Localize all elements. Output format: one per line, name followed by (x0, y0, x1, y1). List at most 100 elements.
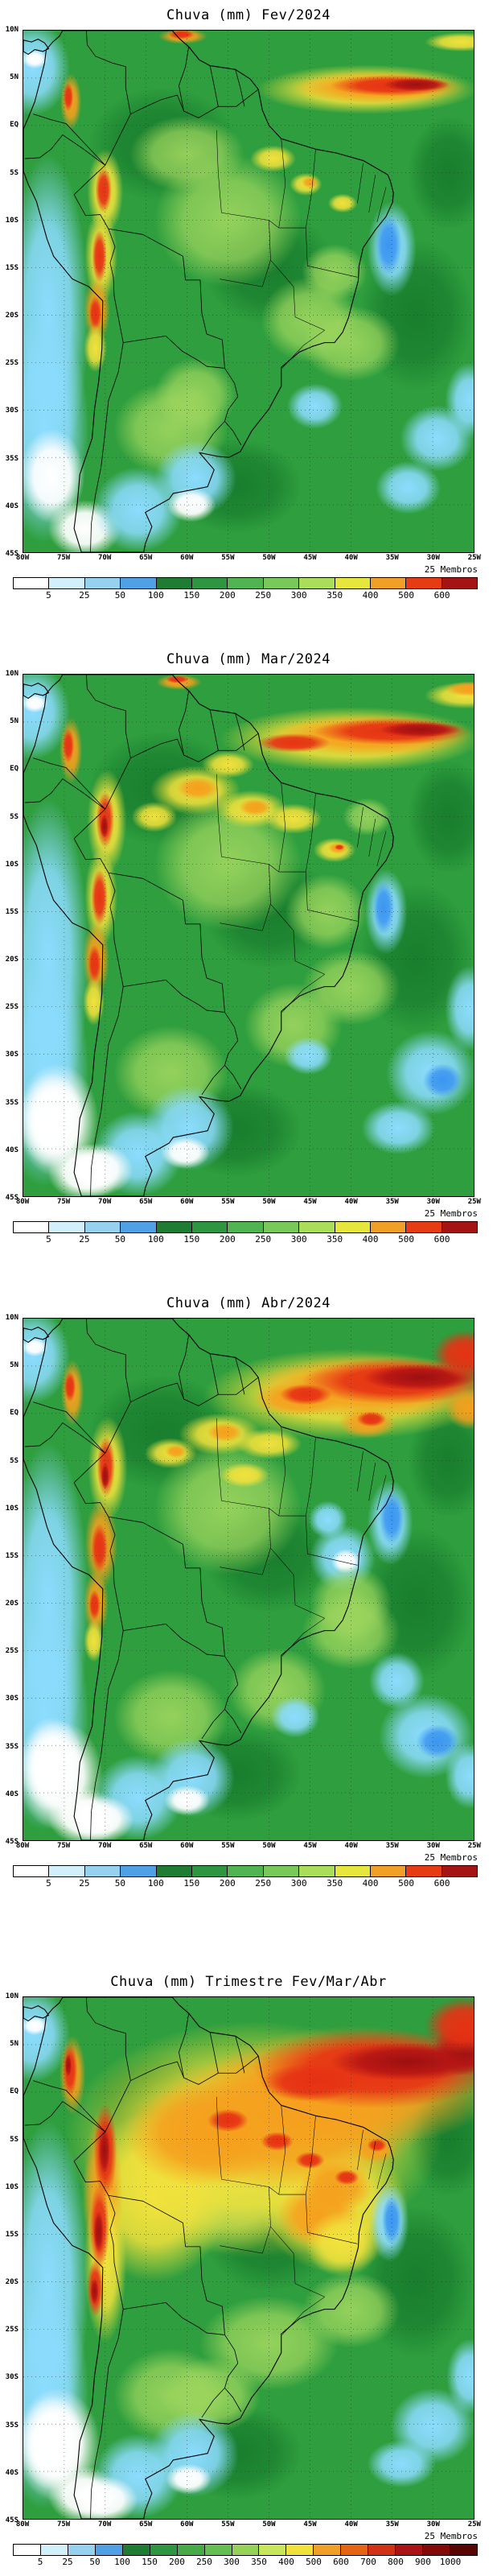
lat-label: 5N (10, 73, 18, 82)
lon-label: 50W (262, 554, 276, 562)
colorbar-segment (334, 1866, 370, 1876)
colorbar-segment (39, 2545, 68, 2555)
lat-label: 5N (10, 717, 18, 726)
lon-axis: 80W 75W 70W 65W 60W 55W 50W 45W 40W 35W 30W 25W (13, 1197, 484, 1208)
lon-label: 30W (426, 554, 440, 562)
lat-label: 5N (10, 2040, 18, 2049)
colorbar-tick-label: 350 (251, 2557, 267, 2567)
lon-label: 30W (426, 2520, 440, 2529)
colorbar-segment (121, 2545, 150, 2555)
colorbar-segment (84, 1866, 121, 1876)
lat-label: 15S (5, 907, 18, 916)
colorbar-segment (340, 2545, 368, 2555)
colorbar-tick-label: 500 (398, 590, 414, 601)
colorbar-tick-label: 300 (224, 2557, 240, 2567)
colorbar-segment (441, 1222, 478, 1232)
colorbar-tick-label: 5 (46, 1234, 51, 1245)
colorbar-tick-label: 400 (362, 1234, 379, 1245)
colorbar-scale: 5 25 50 100 150 200 250 300 350 400 500 600 (13, 1233, 478, 1246)
lon-label: 75W (56, 1198, 71, 1206)
lat-label: EQ (10, 121, 18, 130)
colorbar-tick-label: 50 (114, 1878, 125, 1889)
colorbar-tick-label: 500 (398, 1234, 414, 1245)
colorbar-tick-label: 300 (290, 590, 307, 601)
lon-label: 80W (15, 1198, 30, 1206)
lon-label: 70W (98, 2520, 112, 2529)
colorbar-segment (405, 1222, 442, 1232)
colorbar-segment (369, 1866, 406, 1876)
colorbar-segment (176, 2545, 204, 2555)
lon-label: 45W (303, 1842, 317, 1850)
lon-label: 25W (467, 554, 481, 562)
colorbar-segment (191, 578, 228, 588)
lon-label: 70W (98, 1198, 112, 1206)
panel-title: Chuva (mm) Trimestre Fev/Mar/Abr (110, 1974, 387, 1990)
colorbar-tick-label: 250 (255, 1234, 272, 1245)
colorbar-segment (298, 578, 335, 588)
lon-label: 65W (139, 1842, 153, 1850)
colorbar-segment (405, 1866, 442, 1876)
lat-label: 15S (5, 1551, 18, 1560)
colorbar (13, 577, 478, 589)
colorbar-tick-label: 400 (362, 590, 379, 601)
lat-label: 15S (5, 263, 18, 272)
colorbar-tick-label: 150 (183, 1878, 200, 1889)
colorbar-segment (120, 1866, 156, 1876)
colorbar-tick-label: 50 (114, 590, 125, 601)
colorbar-scale: 5 25 50 100 150 200 250 300 350 400 500 600 (13, 589, 478, 602)
colorbar-segment (48, 578, 84, 588)
colorbar-segment (369, 578, 406, 588)
colorbar-segment (262, 1222, 299, 1232)
lon-label: 80W (15, 2520, 30, 2529)
colorbar-tick-label: 500 (398, 1878, 414, 1889)
colorbar-scale: 5 25 50 100 150 200 250 300 350 400 500 600 700 800 90… (13, 2556, 478, 2569)
colorbar-segment (14, 2545, 40, 2555)
lon-label: 55W (221, 1198, 235, 1206)
colorbar-tick-label: 250 (255, 590, 272, 601)
colorbar-segment (405, 578, 442, 588)
panel-fev-2024: Chuva (mm) Fev/2024 (0, 0, 497, 644)
lat-label: 30S (5, 1051, 18, 1059)
lon-label: 30W (426, 1842, 440, 1850)
members-label: 25 Membros (424, 564, 478, 575)
colorbar-tick-label: 150 (183, 590, 200, 601)
colorbar-segment (334, 1222, 370, 1232)
colorbar-tick-label: 600 (333, 2557, 349, 2567)
lat-label: 40S (5, 1790, 18, 1798)
lat-label: 20S (5, 2278, 18, 2287)
colorbar-segment (262, 578, 299, 588)
colorbar-tick-label: 600 (433, 590, 450, 601)
colorbar-segment (67, 2545, 95, 2555)
lat-axis: 10N 5N EQ 5S 10S 15S 20S 25S 30S 35S 40S 45S (1, 26, 21, 558)
colorbar-tick-label: 150 (142, 2557, 158, 2567)
colorbar-segment (120, 578, 156, 588)
lon-axis: 80W 75W 70W 65W 60W 55W 50W 45W 40W 35W 30W 25W (13, 2520, 484, 2530)
colorbar-tick-label: 600 (433, 1234, 450, 1245)
lat-label: 5S (10, 1456, 18, 1465)
precip-map-trimestre (23, 1997, 474, 2519)
lat-label: 15S (5, 2230, 18, 2239)
colorbar-tick-label: 150 (183, 1234, 200, 1245)
lat-label: 25S (5, 2326, 18, 2334)
panel-title: Chuva (mm) Mar/2024 (166, 651, 331, 667)
lat-label: 30S (5, 2373, 18, 2382)
colorbar-segment (395, 2545, 423, 2555)
lat-label: 10S (5, 216, 18, 225)
members-label: 25 Membros (424, 1852, 478, 1863)
lon-label: 45W (303, 554, 317, 562)
colorbar-tick-label: 50 (89, 2557, 101, 2567)
precip-map-fev (23, 31, 474, 552)
lon-label: 50W (262, 1842, 276, 1850)
colorbar-tick-label: 5 (46, 1878, 51, 1889)
lon-label: 55W (221, 2520, 235, 2529)
precip-field-trimestre (23, 1997, 474, 2519)
colorbar-segment (14, 1866, 49, 1876)
lat-label: 20S (5, 312, 18, 320)
colorbar-tick-label: 200 (219, 1878, 236, 1889)
lon-label: 25W (467, 2520, 481, 2529)
lon-label: 65W (139, 2520, 153, 2529)
lon-label: 60W (180, 554, 194, 562)
colorbar-tick-label: 1000 (439, 2557, 462, 2567)
lon-label: 60W (180, 2520, 194, 2529)
lat-label: 5S (10, 2135, 18, 2144)
